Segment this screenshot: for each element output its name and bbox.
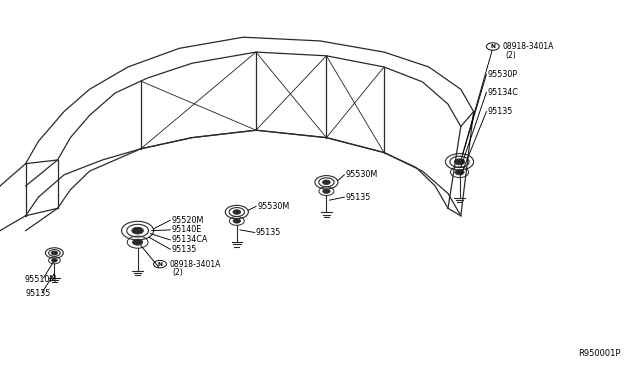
Circle shape: [132, 227, 143, 234]
Text: 95530P: 95530P: [488, 70, 518, 79]
Circle shape: [233, 219, 241, 223]
Circle shape: [132, 239, 143, 245]
Circle shape: [454, 159, 465, 165]
Text: 95135: 95135: [488, 107, 513, 116]
Text: R950001P: R950001P: [579, 349, 621, 358]
Text: 95530M: 95530M: [257, 202, 289, 211]
Text: 95140E: 95140E: [172, 225, 202, 234]
Circle shape: [51, 259, 58, 262]
Text: 95510M: 95510M: [24, 275, 56, 283]
Text: 95134CA: 95134CA: [172, 235, 208, 244]
Text: 95135: 95135: [256, 228, 282, 237]
Text: N: N: [490, 44, 495, 49]
Text: 95134C: 95134C: [488, 88, 518, 97]
Text: 95520M: 95520M: [172, 216, 204, 225]
Text: 95135: 95135: [26, 289, 51, 298]
Circle shape: [323, 180, 330, 185]
Circle shape: [323, 189, 330, 193]
Text: 08918-3401A: 08918-3401A: [170, 260, 221, 269]
Text: (2): (2): [506, 51, 516, 60]
Circle shape: [455, 170, 464, 175]
Text: 95135: 95135: [172, 245, 197, 254]
Circle shape: [233, 210, 241, 214]
Circle shape: [51, 251, 58, 255]
Text: (2): (2): [173, 268, 184, 277]
Text: 95530M: 95530M: [346, 170, 378, 179]
Text: 08918-3401A: 08918-3401A: [502, 42, 554, 51]
Text: N: N: [157, 262, 163, 267]
Text: 95135: 95135: [346, 193, 371, 202]
